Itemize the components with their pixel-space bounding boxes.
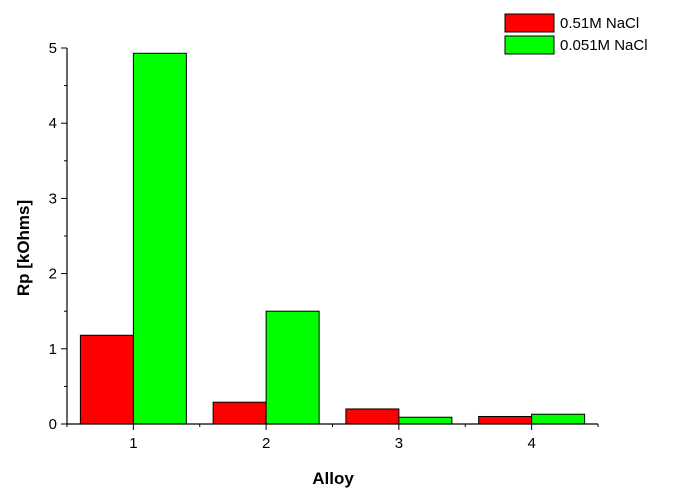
x-axis-title: Alloy bbox=[312, 469, 354, 488]
bar-series1-alloy-1 bbox=[79, 334, 134, 425]
y-tick-label: 1 bbox=[49, 341, 57, 358]
x-tick-label: 3 bbox=[395, 435, 403, 452]
bar-series2-alloy-1 bbox=[132, 52, 187, 425]
y-tick-label: 4 bbox=[49, 115, 57, 132]
legend-label-2: 0.051M NaCl bbox=[560, 37, 648, 54]
bar-series2-alloy-2 bbox=[265, 310, 320, 425]
y-tick-label: 2 bbox=[49, 266, 57, 283]
y-axis-title: Rp [kOhms] bbox=[14, 200, 33, 296]
bar-series1-alloy-4 bbox=[478, 415, 533, 425]
y-tick-label: 0 bbox=[49, 416, 57, 433]
legend-swatch-1 bbox=[504, 13, 555, 33]
legend-label-1: 0.51M NaCl bbox=[560, 15, 639, 32]
bar-series2-alloy-3 bbox=[398, 416, 453, 425]
bar-series2-alloy-4 bbox=[531, 413, 586, 425]
bars-group bbox=[79, 52, 586, 425]
bar-series1-alloy-3 bbox=[345, 408, 400, 425]
ticks-group: 0 1 2 3 4 5 1 2 3 4 bbox=[49, 40, 599, 452]
bar-series1-alloy-2 bbox=[212, 401, 267, 425]
x-tick-label: 1 bbox=[129, 435, 137, 452]
legend: 0.51M NaCl 0.051M NaCl bbox=[504, 13, 648, 55]
x-tick-label: 4 bbox=[527, 435, 535, 452]
y-tick-label: 3 bbox=[49, 190, 57, 207]
y-tick-label: 5 bbox=[49, 40, 57, 57]
x-tick-label: 2 bbox=[262, 435, 270, 452]
legend-swatch-2 bbox=[504, 35, 555, 55]
